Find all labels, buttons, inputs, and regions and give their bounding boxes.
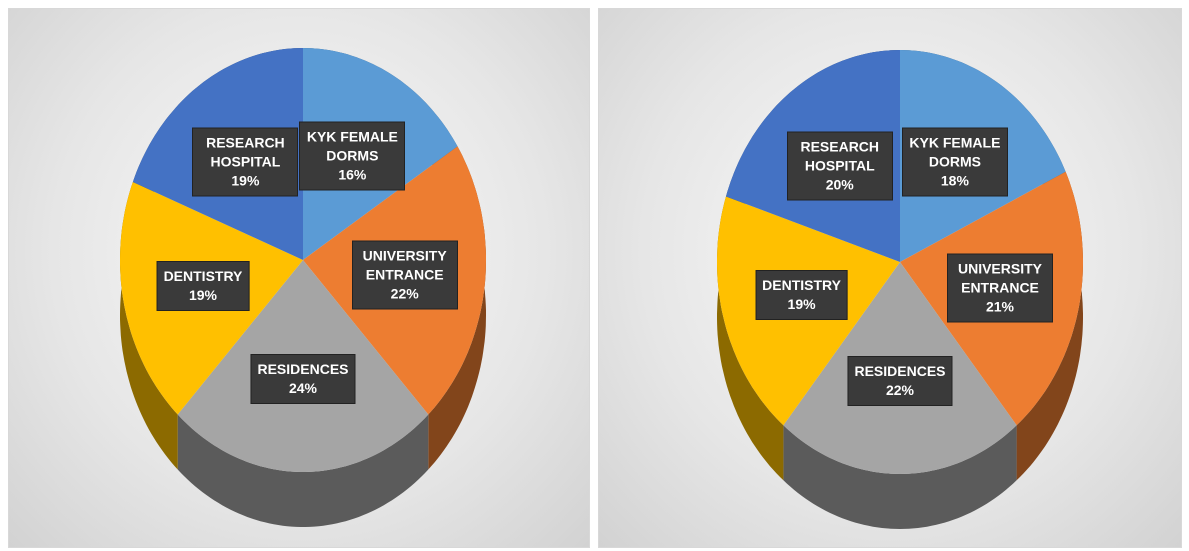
label-value: 16%: [338, 166, 367, 183]
data-label: KYK FEMALE DORMS 18%: [901, 127, 1008, 197]
data-label: DENTISTRY 19%: [156, 260, 250, 311]
label-value: 22%: [885, 381, 915, 398]
slice-side: [1016, 171, 1083, 481]
data-label: DENTISTRY 19%: [755, 270, 848, 321]
label-value: 20%: [825, 176, 854, 193]
data-label: UNIVERSITY ENTRANCE 22%: [351, 240, 458, 310]
slice-side: [177, 414, 429, 527]
label-value: 24%: [288, 379, 318, 396]
label-category: RESEARCH HOSPITAL: [206, 134, 285, 170]
label-category: UNIVERSITY ENTRANCE: [362, 247, 447, 283]
label-category: KYK FEMALE DORMS: [909, 134, 1001, 170]
label-category: RESIDENCES: [257, 360, 349, 377]
label-value: 19%: [231, 172, 260, 189]
label-value: 19%: [188, 286, 217, 303]
label-value: 21%: [985, 298, 1015, 315]
data-label: RESIDENCES 22%: [847, 355, 953, 406]
label-category: UNIVERSITY ENTRANCE: [957, 260, 1042, 296]
label-category: DENTISTRY: [163, 267, 243, 284]
data-label: RESIDENCES 24%: [250, 353, 356, 404]
label-value: 18%: [940, 172, 969, 189]
label-category: DENTISTRY: [762, 277, 841, 294]
slice-side: [783, 425, 1017, 529]
data-label: KYK FEMALE DORMS 16%: [299, 121, 406, 191]
data-label: RESEARCH HOSPITAL 19%: [192, 127, 299, 197]
slice-side: [120, 182, 178, 470]
label-category: KYK FEMALE DORMS: [306, 128, 398, 164]
label-value: 22%: [390, 285, 419, 302]
label-value: 19%: [787, 296, 816, 313]
label-category: RESEARCH HOSPITAL: [800, 138, 880, 174]
data-label: UNIVERSITY ENTRANCE 21%: [947, 253, 1053, 323]
slice-side: [717, 196, 784, 481]
label-category: RESIDENCES: [854, 362, 946, 379]
data-label: RESEARCH HOSPITAL 20%: [786, 131, 893, 201]
